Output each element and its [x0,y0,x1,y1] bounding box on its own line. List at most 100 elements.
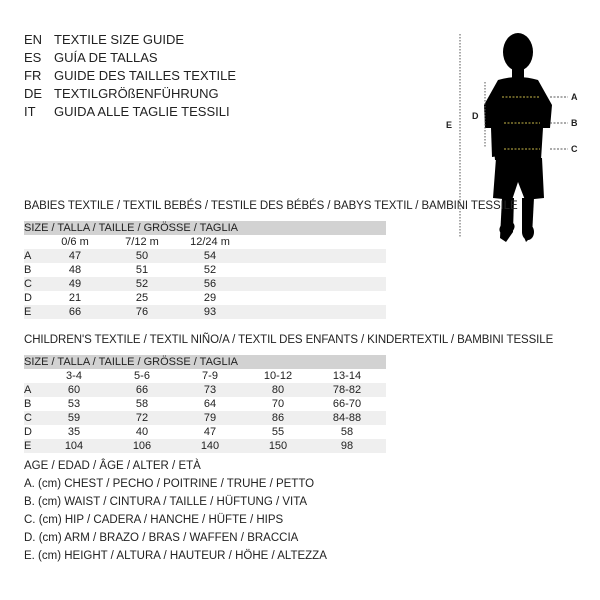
row-label: D [24,426,32,438]
table-cell: 80 [271,384,285,396]
table-row: E 104 106 140 150 98 [24,439,386,453]
language-title: ES GUÍA DE TALLAS [24,49,158,67]
language-title: FR GUIDE DES TAILLES TEXTILE [24,67,236,85]
legend-item: E. (cm) HEIGHT / ALTURA / HAUTEUR / HÖHE… [24,550,327,562]
language-title: IT GUIDA ALLE TAGLIE TESSILI [24,103,230,121]
legend-item: AGE / EDAD / ÂGE / ALTER / ETÀ [24,460,201,472]
table-cell: 54 [203,250,217,262]
table-row: D 35 40 47 55 58 [24,425,386,439]
column-header: 5-6 [134,370,150,382]
language-text: GUIDA ALLE TAGLIE TESSILI [54,104,230,119]
table-cell: 93 [203,306,217,318]
row-label: B [24,264,32,276]
row-label: B [24,398,32,410]
row-label: E [24,440,32,452]
column-header: 7-9 [202,370,218,382]
table-row: C 49 52 56 [24,277,386,291]
label-d: D [472,111,479,121]
table-cell: 59 [67,412,81,424]
table-row: A 47 50 54 [24,249,386,263]
table-cell: 52 [203,264,217,276]
child-silhouette-icon [484,33,552,242]
row-label: A [24,384,32,396]
table-cell: 49 [68,278,82,290]
babies-title: BABIES TEXTILE / TEXTIL BEBÉS / TESTILE … [24,200,518,212]
table-cell: 66 [68,306,82,318]
language-code: EN [24,32,43,47]
table-cell: 50 [135,250,149,262]
table-cell: 25 [135,292,149,304]
table-cell: 47 [68,250,82,262]
column-header: 7/12 m [125,236,159,248]
child-silhouette-figure: A B C D E [446,33,578,242]
language-code: FR [24,68,42,83]
label-c: C [571,144,578,154]
row-label: C [24,278,32,290]
table-cell: 58 [340,426,354,438]
table-row: B 53 58 64 70 66-70 [24,397,386,411]
label-e: E [446,120,452,130]
header-label: SIZE / TALLA / TAILLE / GRÖSSE / TAGLIA [24,356,238,368]
language-code: DE [24,86,43,101]
table-cell: 66 [135,384,149,396]
table-cell: 104 [64,440,84,452]
table-cell: 64 [203,398,217,410]
measurement-legend: AGE / EDAD / ÂGE / ALTER / ETÀ A. (cm) CH… [24,457,327,565]
column-headers: 3-4 5-6 7-9 10-12 13-14 [24,369,386,383]
language-code: ES [24,50,42,65]
language-code: IT [24,104,36,119]
babies-size-table: SIZE / TALLA / TAILLE / GRÖSSE / TAGLIA 0… [24,221,386,319]
table-row: A 60 66 73 80 78-82 [24,383,386,397]
table-cell: 79 [203,412,217,424]
table-row: B 48 51 52 [24,263,386,277]
table-cell: 52 [135,278,149,290]
table-cell: 29 [203,292,217,304]
label-a: A [571,92,578,102]
table-cell: 106 [132,440,152,452]
table-cell: 48 [68,264,82,276]
children-title: CHILDREN'S TEXTILE / TEXTIL NIÑO/A / TEX… [24,334,554,346]
column-header: 10-12 [263,370,293,382]
row-label: E [24,306,32,318]
header-label: SIZE / TALLA / TAILLE / GRÖSSE / TAGLIA [24,222,238,234]
row-label: D [24,292,32,304]
table-header: SIZE / TALLA / TAILLE / GRÖSSE / TAGLIA [24,355,386,369]
table-cell: 53 [67,398,81,410]
table-cell: 140 [200,440,220,452]
column-header: 3-4 [66,370,82,382]
table-cell: 78-82 [332,384,362,396]
table-cell: 76 [135,306,149,318]
table-cell: 56 [203,278,217,290]
table-cell: 60 [67,384,81,396]
legend-item: A. (cm) CHEST / PECHO / POITRINE / TRUHE… [24,478,315,490]
column-header: 12/24 m [190,236,230,248]
legend-item: B. (cm) WAIST / CINTURA / TAILLE / HÜFTU… [24,496,308,508]
children-size-table: SIZE / TALLA / TAILLE / GRÖSSE / TAGLIA 3… [24,355,386,453]
table-cell: 86 [271,412,285,424]
table-header: SIZE / TALLA / TAILLE / GRÖSSE / TAGLIA [24,221,386,235]
table-cell: 21 [68,292,82,304]
language-text: GUIDE DES TAILLES TEXTILE [54,68,237,83]
table-cell: 51 [135,264,149,276]
table-row: C 59 72 79 86 84-88 [24,411,386,425]
table-cell: 40 [135,426,149,438]
table-cell: 150 [268,440,288,452]
table-cell: 84-88 [332,412,362,424]
table-cell: 47 [203,426,217,438]
table-cell: 58 [135,398,149,410]
row-label: A [24,250,32,262]
column-header: 13-14 [332,370,362,382]
table-cell: 72 [135,412,149,424]
language-text: TEXTILGRÖßENFÜHRUNG [54,86,219,101]
row-label: C [24,412,32,424]
table-cell: 73 [203,384,217,396]
language-text: GUÍA DE TALLAS [54,50,158,65]
table-cell: 70 [271,398,285,410]
table-cell: 55 [271,426,285,438]
language-title: DE TEXTILGRÖßENFÜHRUNG [24,85,219,103]
language-text: TEXTILE SIZE GUIDE [54,32,185,47]
legend-item: C. (cm) HIP / CADERA / HANCHE / HÜFTE / … [24,514,284,526]
table-cell: 35 [67,426,81,438]
column-headers: 0/6 m 7/12 m 12/24 m [24,235,386,249]
table-row: E 66 76 93 [24,305,386,319]
